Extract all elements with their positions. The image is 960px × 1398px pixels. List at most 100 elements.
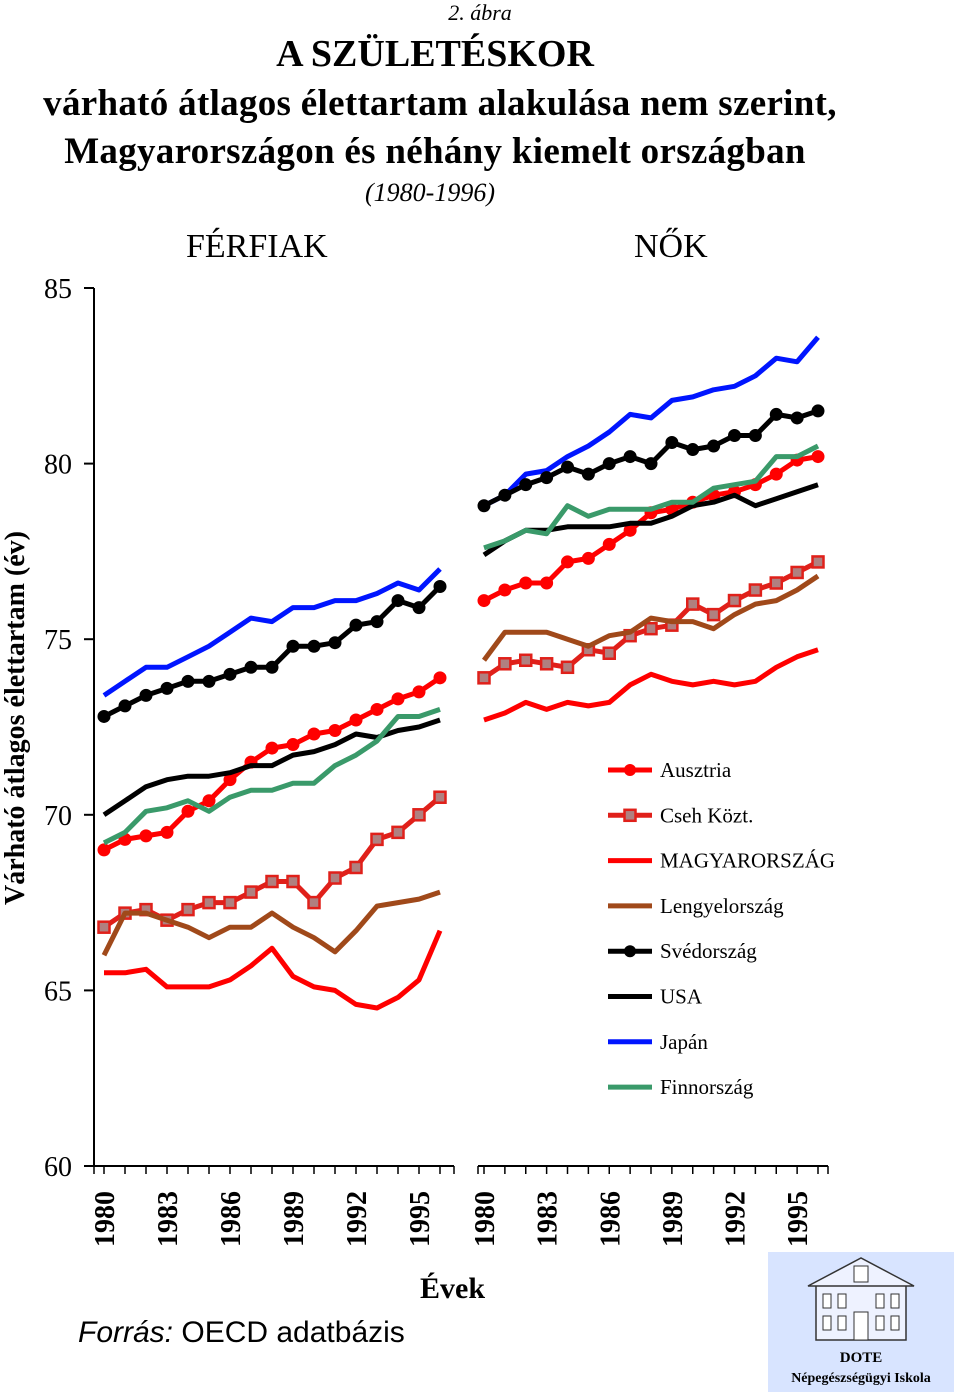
y-tick-label: 85 [44, 274, 72, 305]
y-tick-label: 70 [44, 801, 72, 832]
data-point [811, 555, 825, 569]
data-point [498, 488, 512, 502]
data-point [139, 688, 153, 702]
data-point [412, 808, 426, 822]
data-point [790, 411, 804, 425]
x-tick-label: 1992 [721, 1191, 752, 1247]
legend-marker [623, 808, 637, 823]
y-tick-label: 80 [44, 450, 72, 481]
chart-title: A SZÜLETÉSKOR [276, 33, 594, 75]
series-line-sv-dorsz-g [102, 584, 442, 719]
data-point [328, 636, 342, 650]
data-point [391, 594, 405, 608]
data-point [498, 657, 512, 671]
data-point [307, 895, 321, 910]
data-point [202, 895, 216, 910]
data-point [370, 615, 384, 629]
data-point [433, 671, 447, 685]
data-point [307, 639, 321, 653]
data-point [477, 499, 491, 513]
data-point [391, 692, 405, 706]
x-tick-label: 1986 [216, 1191, 247, 1247]
data-point [223, 895, 237, 910]
data-point [349, 860, 363, 875]
logo-line2: Népegészségügyi Iskola [791, 1371, 931, 1386]
data-point [370, 702, 384, 716]
data-point [244, 885, 258, 899]
data-point [561, 460, 574, 474]
x-tick-label: 1995 [783, 1191, 814, 1247]
series-line-usa [102, 717, 441, 817]
data-point [644, 621, 658, 636]
data-point [498, 583, 512, 597]
data-point [477, 594, 491, 608]
data-point [412, 685, 426, 699]
data-point [769, 576, 783, 590]
data-point [539, 657, 554, 671]
data-point [265, 660, 279, 674]
figure-caption: 2. ábra [448, 0, 512, 25]
source-note: Forrás: OECD adatbázis [78, 1316, 405, 1350]
data-point [811, 404, 825, 418]
x-tick-label: 1995 [405, 1191, 436, 1247]
y-tick-label: 75 [44, 625, 72, 656]
data-point [286, 874, 300, 889]
data-point [728, 429, 741, 443]
data-point [811, 450, 825, 464]
data-point [686, 443, 700, 457]
data-point [265, 741, 279, 755]
dote-logo: DOTE Népegészségügyi Iskola [768, 1252, 954, 1392]
data-point [349, 618, 363, 632]
legend-label: Lengyelország [660, 894, 784, 918]
y-tick-label: 65 [44, 976, 72, 1007]
line-chart: 60 65 70 75 80 85 1980 1983 1986 1989 1992 1995 1980… [44, 274, 835, 1247]
series-line-cseh-k-zt- [102, 795, 442, 930]
data-point [706, 607, 721, 622]
data-point [602, 457, 616, 471]
data-point [181, 902, 195, 917]
data-point [602, 646, 616, 660]
data-point [286, 639, 300, 653]
series-line-finnorsz-g [102, 707, 441, 846]
data-point [265, 874, 279, 889]
x-axis-label: Évek [420, 1272, 486, 1305]
data-point [665, 436, 679, 450]
source-text: OECD adatbázis [181, 1316, 405, 1349]
data-point [540, 576, 554, 590]
legend-label: Finnország [660, 1075, 754, 1099]
logo-line1: DOTE [840, 1350, 883, 1366]
x-tick-label: 1983 [153, 1191, 184, 1247]
data-point [181, 674, 195, 688]
data-point [477, 671, 491, 685]
series-line-jap-n [482, 335, 820, 508]
data-point [328, 724, 342, 738]
series-line-magyarorsz-g [483, 647, 819, 723]
data-point [202, 794, 216, 808]
data-point [286, 738, 300, 752]
data-point [391, 825, 405, 840]
series-line-jap-n [102, 567, 442, 698]
x-tick-label: 1989 [658, 1191, 689, 1247]
x-tick-label: 1980 [90, 1191, 121, 1247]
data-point [370, 832, 384, 847]
data-point [307, 727, 321, 741]
legend-label: Cseh Közt. [660, 803, 753, 827]
data-point [139, 829, 153, 843]
data-point [97, 920, 111, 934]
data-point [433, 790, 447, 804]
data-point [769, 467, 783, 481]
chart-subtitle-2: Magyarországon és néhány kiemelt országb… [64, 131, 806, 172]
data-point [769, 407, 783, 421]
data-point [244, 660, 258, 674]
panel-title-men: FÉRFIAK [186, 228, 328, 265]
data-point [561, 555, 574, 569]
legend-marker [624, 764, 636, 776]
data-point [748, 583, 763, 597]
source-label: Forrás: [78, 1316, 174, 1349]
data-point [118, 699, 132, 713]
legend-label: Svédország [660, 939, 757, 963]
data-point [433, 580, 447, 594]
data-point [97, 709, 111, 723]
data-point [748, 429, 762, 443]
legend-label: Ausztria [660, 758, 732, 782]
